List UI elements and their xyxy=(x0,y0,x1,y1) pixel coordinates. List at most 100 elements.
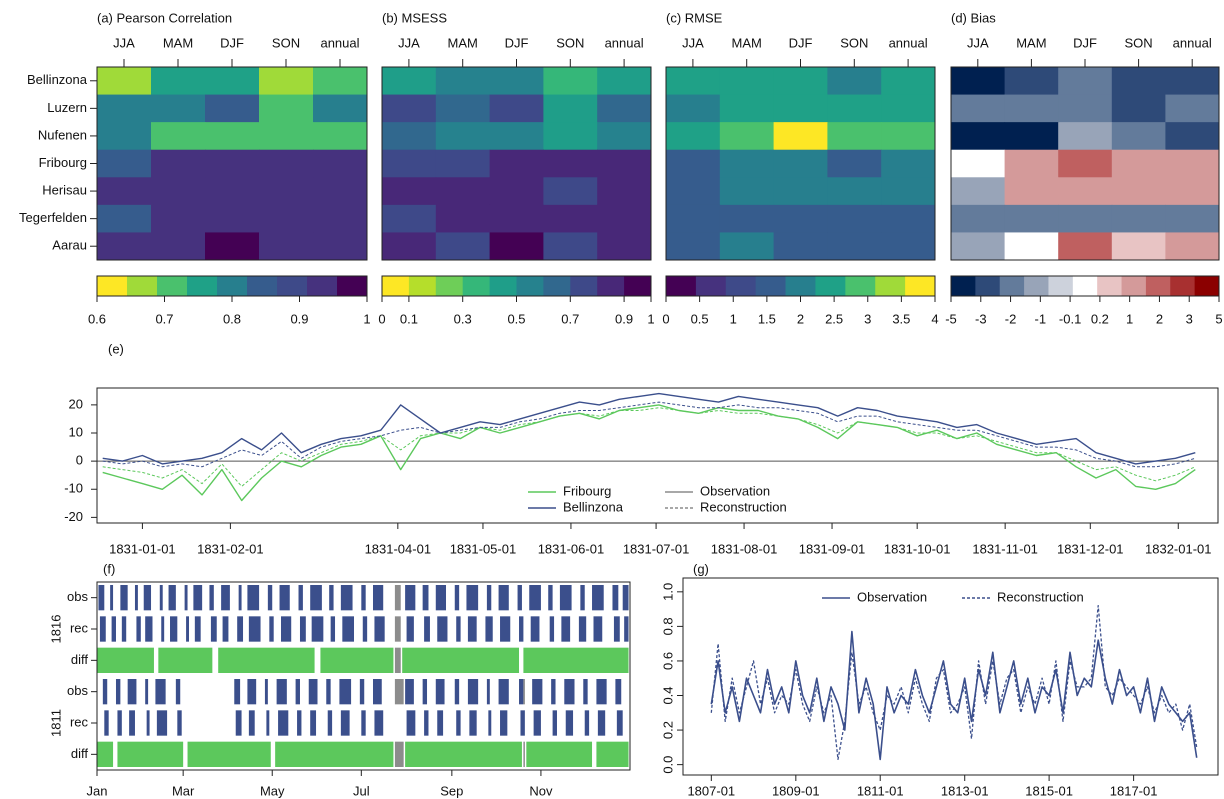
column-label: SON xyxy=(840,35,868,50)
heatmap-cell xyxy=(313,204,368,233)
heatmap-cell xyxy=(1165,177,1220,206)
legend-label: Observation xyxy=(700,483,770,498)
event-segment xyxy=(526,741,593,767)
missing-segment xyxy=(394,616,401,642)
heatmap-cell xyxy=(827,67,882,96)
event-segment xyxy=(159,585,163,611)
heatmap-cell xyxy=(951,149,1006,178)
colorbar-swatch xyxy=(1097,276,1122,296)
event-segment xyxy=(326,679,331,705)
y-tick-label: 10 xyxy=(69,424,83,439)
heatmap-cell xyxy=(951,94,1006,123)
colorbar-swatch xyxy=(516,276,544,296)
heatmap-cell xyxy=(951,232,1006,261)
colorbar-swatch xyxy=(815,276,846,296)
event-segment xyxy=(175,679,181,705)
colorbar-tick-label: 1 xyxy=(1126,311,1133,326)
event-segment xyxy=(99,616,106,642)
heatmap-cell xyxy=(259,149,314,178)
heatmap-cell xyxy=(97,149,152,178)
plot-frame xyxy=(950,66,1220,261)
heatmap-cell xyxy=(1058,67,1113,96)
event-segment xyxy=(110,585,114,611)
event-segment xyxy=(469,710,477,736)
event-segment xyxy=(170,616,178,642)
colorbar-swatch xyxy=(127,276,158,296)
event-segment xyxy=(435,679,445,705)
event-segment xyxy=(279,585,290,611)
event-segment xyxy=(247,679,257,705)
x-tick-label: 1831-06-01 xyxy=(538,541,605,556)
x-tick-label: 1811-01 xyxy=(857,783,904,798)
heatmap-cell xyxy=(97,177,152,206)
heatmap-cell xyxy=(435,232,491,261)
colorbar-tick-label: 3 xyxy=(1186,311,1193,326)
column-label: JJA xyxy=(113,35,135,50)
colorbar-swatch xyxy=(337,276,368,296)
colorbar-tick-label: -3 xyxy=(975,311,987,326)
heatmap-cell xyxy=(205,149,260,178)
event-segment xyxy=(422,679,428,705)
event-segment xyxy=(561,616,571,642)
event-segment xyxy=(111,616,116,642)
column-label: annual xyxy=(320,35,359,50)
y-tick-label: -20 xyxy=(64,509,83,524)
heatmap-cell xyxy=(435,94,491,123)
heatmap-cell xyxy=(827,204,882,233)
colorbar-tick-label: 0.9 xyxy=(615,311,633,326)
event-segment xyxy=(161,616,165,642)
heatmap-cell xyxy=(666,67,721,96)
heatmap-cell xyxy=(597,67,652,96)
heatmap-cell xyxy=(259,232,314,261)
colorbar-swatch xyxy=(666,276,697,296)
event-segment xyxy=(488,710,492,736)
colorbar-swatch xyxy=(999,276,1025,296)
colorbar-tick-label: 0 xyxy=(662,311,669,326)
event-segment xyxy=(422,585,429,611)
row-label: rec xyxy=(70,620,89,635)
colorbar-swatch xyxy=(187,276,218,296)
heatmap-cell xyxy=(97,94,152,123)
heatmap-cell xyxy=(205,122,260,151)
event-segment xyxy=(267,585,273,611)
colorbar-tick-label: 1 xyxy=(730,311,737,326)
colorbar-tick-label: 0.7 xyxy=(561,311,579,326)
legend-label: Reconstruction xyxy=(700,499,787,514)
column-label: SON xyxy=(556,35,584,50)
colorbar-swatch xyxy=(1048,276,1074,296)
heatmap-cell xyxy=(151,122,206,151)
heatmap-cell xyxy=(1058,122,1113,151)
x-tick-label: Sep xyxy=(440,783,463,798)
event-segment xyxy=(565,710,574,736)
colorbar-swatch xyxy=(695,276,727,296)
event-segment xyxy=(210,616,217,642)
heatmap-cell xyxy=(1111,94,1166,123)
heatmap-cell xyxy=(1165,67,1220,96)
colorbar-swatch xyxy=(489,276,517,296)
event-segment xyxy=(456,616,461,642)
heatmap-cell xyxy=(543,122,598,151)
x-tick-label: 1817-01 xyxy=(1110,783,1158,798)
x-tick-label: 1831-08-01 xyxy=(711,541,778,556)
heatmap-cell xyxy=(719,67,775,96)
event-segment xyxy=(234,679,241,705)
heatmap-cell xyxy=(597,122,652,151)
missing-segment xyxy=(394,647,401,673)
heatmap-cell xyxy=(259,122,314,151)
heatmap-cell xyxy=(382,122,437,151)
heatmap-cell xyxy=(1004,149,1059,178)
heatmap-cell xyxy=(719,204,775,233)
heatmap-cell xyxy=(543,67,598,96)
colorbar-swatch xyxy=(755,276,786,296)
plot-frame xyxy=(96,66,368,261)
missing-segment xyxy=(523,741,525,767)
heatmap-cell xyxy=(1165,122,1220,151)
heatmap-cell xyxy=(951,122,1006,151)
event-segment xyxy=(583,679,588,705)
colorbar-tick-label: 1.5 xyxy=(758,311,776,326)
x-tick-label: 1831-11-01 xyxy=(972,541,1038,556)
heatmap-cell xyxy=(151,67,206,96)
x-tick-label: 1831-12-01 xyxy=(1057,541,1124,556)
panel-title: (f) xyxy=(103,561,115,576)
